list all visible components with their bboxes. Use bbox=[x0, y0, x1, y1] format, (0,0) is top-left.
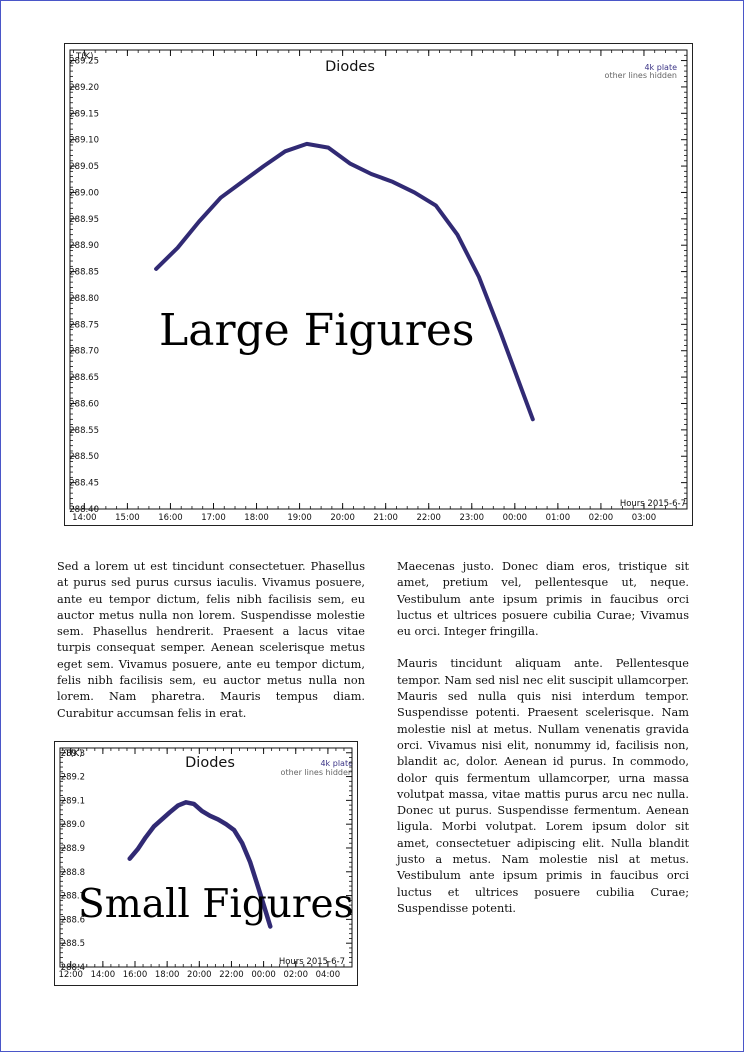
y-tick-label: 289.05 bbox=[69, 162, 99, 172]
left-text-column: Sed a lorem ut est tincidunt consectetue… bbox=[57, 559, 365, 738]
series-line-4k-plate bbox=[154, 141, 535, 422]
x-tick-label: 00:00 bbox=[503, 513, 528, 523]
legend-note: other lines hidden bbox=[281, 768, 353, 777]
x-tick-label: 22:00 bbox=[219, 970, 244, 980]
y-tick-label: 289.3 bbox=[61, 749, 85, 759]
right-text-column: Maecenas justo. Donec diam eros, tristiq… bbox=[397, 559, 689, 933]
y-tick-label: 288.65 bbox=[69, 373, 99, 383]
y-tick-label: 289.15 bbox=[69, 109, 99, 119]
x-tick-label: 15:00 bbox=[115, 513, 140, 523]
legend-series-label: 4k plate bbox=[320, 759, 353, 768]
x-tick-label: 16:00 bbox=[158, 513, 183, 523]
x-tick-label: 19:00 bbox=[287, 513, 312, 523]
legend-note: other lines hidden bbox=[605, 71, 677, 80]
small-figure: Diodes T(K) 4k plate other lines hidden … bbox=[54, 741, 358, 986]
large-figure: Diodes T(K) 4k plate other lines hidden … bbox=[64, 43, 693, 526]
x-tick-label: 16:00 bbox=[123, 970, 148, 980]
y-axis-label: T(K) bbox=[64, 749, 82, 759]
x-tick-label: 17:00 bbox=[201, 513, 226, 523]
y-tick-label: 288.75 bbox=[69, 320, 99, 330]
x-tick-label: 18:00 bbox=[244, 513, 269, 523]
x-tick-label: 22:00 bbox=[416, 513, 441, 523]
y-tick-label: 288.40 bbox=[69, 505, 99, 515]
series-line-4k-plate bbox=[127, 800, 273, 929]
y-tick-label: 289.0 bbox=[61, 820, 85, 830]
x-tick-label: 20:00 bbox=[187, 970, 212, 980]
x-tick-label: 20:00 bbox=[330, 513, 355, 523]
y-tick-label: 288.90 bbox=[69, 241, 99, 251]
y-tick-label: 288.7 bbox=[61, 892, 85, 902]
x-tick-label: 18:00 bbox=[155, 970, 180, 980]
paragraph: Sed a lorem ut est tincidunt consectetue… bbox=[57, 560, 365, 720]
y-tick-label: 288.60 bbox=[69, 399, 99, 409]
legend-series-label: 4k plate bbox=[644, 63, 677, 72]
x-tick-label: 04:00 bbox=[316, 970, 341, 980]
x-tick-label: 02:00 bbox=[589, 513, 614, 523]
y-tick-label: 288.8 bbox=[61, 868, 85, 878]
y-tick-label: 289.10 bbox=[69, 136, 99, 146]
y-tick-label: 288.50 bbox=[69, 452, 99, 462]
paragraph: Mauris tincidunt aliquam ante. Pellentes… bbox=[397, 657, 689, 915]
plot-frame bbox=[69, 49, 688, 510]
chart-title: Diodes bbox=[185, 755, 235, 771]
y-tick-label: 288.45 bbox=[69, 479, 99, 489]
y-tick-label: 288.80 bbox=[69, 294, 99, 304]
y-tick-label: 289.2 bbox=[61, 773, 85, 783]
x-tick-label: 21:00 bbox=[373, 513, 398, 523]
y-tick-label: 288.95 bbox=[69, 215, 99, 225]
small-figures-overlay: Small Figures bbox=[78, 882, 354, 927]
x-axis-label: Hours 2015-6-7 bbox=[279, 957, 345, 967]
plot-frame bbox=[59, 747, 353, 968]
x-axis-label: Hours 2015-6-7 bbox=[620, 499, 686, 509]
y-tick-label: 288.5 bbox=[61, 939, 85, 949]
y-tick-label: 289.20 bbox=[69, 83, 99, 93]
x-tick-label: 14:00 bbox=[72, 513, 97, 523]
y-tick-label: 288.9 bbox=[61, 844, 85, 854]
small-chart: Diodes T(K) 4k plate other lines hidden … bbox=[58, 747, 353, 980]
large-figures-overlay: Large Figures bbox=[159, 305, 475, 356]
x-tick-label: 14:00 bbox=[91, 970, 116, 980]
x-tick-label: 23:00 bbox=[460, 513, 485, 523]
x-tick-label: 01:00 bbox=[546, 513, 571, 523]
x-tick-label: 12:00 bbox=[58, 970, 83, 980]
large-chart: Diodes T(K) 4k plate other lines hidden … bbox=[69, 49, 688, 523]
y-tick-label: 289.00 bbox=[69, 188, 99, 198]
y-tick-label: 288.4 bbox=[61, 963, 85, 973]
x-tick-label: 03:00 bbox=[632, 513, 657, 523]
x-tick-label: 00:00 bbox=[251, 970, 275, 980]
y-tick-label: 288.70 bbox=[69, 347, 99, 357]
y-axis-label: T(K) bbox=[75, 52, 93, 62]
y-tick-label: 289.25 bbox=[69, 57, 99, 67]
y-tick-label: 288.55 bbox=[69, 426, 99, 436]
chart-title: Diodes bbox=[325, 59, 375, 75]
y-tick-label: 289.1 bbox=[61, 796, 85, 806]
paragraph: Maecenas justo. Donec diam eros, tristiq… bbox=[397, 560, 689, 639]
y-tick-label: 288.6 bbox=[61, 915, 85, 925]
x-tick-label: 02:00 bbox=[283, 970, 308, 980]
y-tick-label: 288.85 bbox=[69, 268, 99, 278]
